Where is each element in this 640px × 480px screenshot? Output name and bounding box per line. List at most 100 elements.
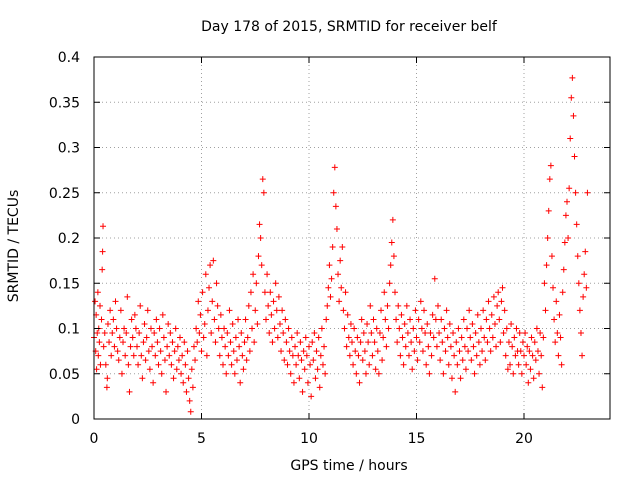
data-point	[306, 343, 312, 350]
data-point	[567, 135, 574, 142]
data-point	[150, 379, 157, 386]
data-point	[370, 316, 377, 323]
data-point	[310, 357, 317, 364]
data-point	[293, 361, 300, 368]
data-point	[554, 330, 561, 337]
data-point	[161, 357, 168, 364]
data-point	[153, 316, 160, 323]
data-point	[403, 302, 410, 309]
data-point	[468, 357, 475, 364]
y-tick-label: 0.25	[49, 186, 80, 202]
data-point	[263, 316, 269, 323]
data-point	[256, 221, 263, 228]
data-point	[500, 330, 507, 337]
data-point	[217, 311, 224, 318]
data-point	[335, 271, 342, 278]
data-point	[204, 307, 211, 314]
data-point	[301, 366, 308, 373]
data-point	[409, 366, 416, 373]
data-point	[353, 370, 360, 377]
data-point	[507, 361, 514, 368]
data-point	[194, 339, 201, 346]
data-point	[296, 375, 303, 382]
data-point	[250, 271, 257, 278]
data-point	[556, 311, 563, 318]
data-point	[258, 262, 265, 269]
data-point	[559, 289, 566, 296]
data-point	[534, 348, 541, 355]
data-point	[375, 370, 382, 377]
data-point	[187, 408, 194, 415]
data-point	[561, 239, 568, 246]
data-point	[197, 311, 204, 318]
data-point	[128, 316, 135, 323]
data-point	[308, 393, 315, 400]
data-point	[357, 339, 364, 346]
data-point	[130, 352, 137, 359]
data-point	[421, 307, 428, 314]
data-point	[126, 388, 133, 395]
data-point	[419, 348, 426, 355]
data-point	[399, 334, 406, 341]
data-point	[361, 348, 368, 355]
data-point	[302, 334, 309, 341]
grid	[94, 57, 610, 419]
data-point	[131, 311, 138, 318]
data-point	[498, 298, 505, 305]
data-point	[107, 307, 114, 314]
data-point	[336, 298, 343, 305]
data-point	[402, 343, 409, 350]
data-point	[584, 189, 591, 196]
data-point	[541, 280, 548, 287]
data-point	[267, 289, 274, 296]
data-point	[432, 316, 439, 323]
data-point	[297, 339, 304, 346]
data-points	[91, 74, 591, 415]
data-point	[179, 352, 186, 359]
data-point	[405, 352, 412, 359]
axis-ticks	[93, 56, 610, 420]
data-point	[224, 330, 231, 337]
data-point	[519, 339, 526, 346]
data-point	[198, 348, 205, 355]
data-point	[411, 348, 418, 355]
data-point	[522, 330, 529, 337]
data-point	[467, 334, 474, 341]
data-point	[484, 339, 491, 346]
data-point	[445, 361, 452, 368]
data-point	[431, 275, 438, 282]
data-point	[530, 375, 537, 382]
data-point	[285, 325, 292, 332]
data-point	[319, 361, 326, 368]
data-point	[97, 361, 104, 368]
data-point	[99, 266, 106, 273]
data-point	[400, 361, 407, 368]
data-point	[233, 357, 240, 364]
data-point	[440, 370, 447, 377]
data-point	[354, 334, 361, 341]
data-point	[313, 348, 320, 355]
data-point	[139, 375, 146, 382]
data-point	[359, 357, 366, 364]
data-point	[433, 343, 440, 350]
data-point	[553, 298, 560, 305]
data-point	[213, 280, 220, 287]
data-point	[562, 212, 569, 219]
data-point	[113, 325, 120, 332]
data-point	[389, 216, 396, 223]
data-point	[222, 343, 229, 350]
data-point	[249, 325, 256, 332]
data-point	[544, 235, 551, 241]
data-point	[282, 316, 289, 323]
x-tick-label: 15	[408, 431, 426, 447]
data-point	[398, 311, 405, 318]
data-point	[505, 339, 512, 346]
data-point	[485, 298, 492, 305]
data-point	[230, 348, 237, 355]
data-point	[478, 325, 484, 332]
y-tick-labels: 0 0.05 0.1 0.15 0.2 0.25 0.3 0.35 0.4	[49, 50, 80, 428]
data-point	[118, 370, 125, 377]
data-point	[206, 284, 213, 291]
data-point	[202, 271, 209, 278]
